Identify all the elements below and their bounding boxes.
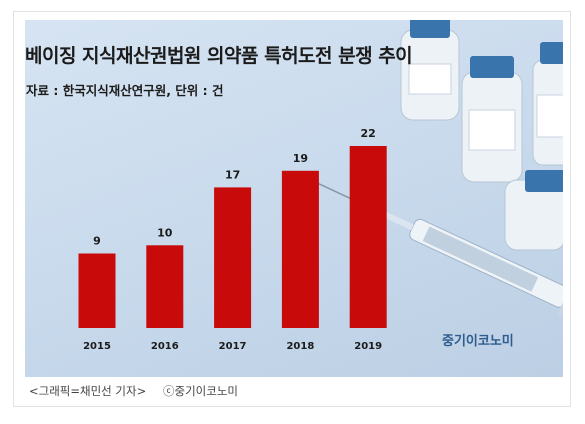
bar-2015 <box>78 253 116 328</box>
data-label-2018: 19 <box>293 152 308 165</box>
vaccine-vial-icon <box>504 170 563 251</box>
x-tick-label-2019: 2019 <box>354 341 382 352</box>
bar-2016 <box>146 245 184 328</box>
x-tick-label-2017: 2017 <box>219 341 247 352</box>
bar-2018 <box>281 170 319 328</box>
data-label-2015: 9 <box>93 235 101 248</box>
data-label-2019: 22 <box>361 127 376 140</box>
brand-logo-text: 중기이코노미 <box>442 334 514 349</box>
bar-2017 <box>214 187 252 328</box>
copyright-notice: ⓒ중기이코노미 <box>163 384 238 398</box>
x-tick-label-2018: 2018 <box>286 341 314 352</box>
data-label-2017: 17 <box>225 168 240 181</box>
chart-subtitle: 자료 : 한국지식재산연구원, 단위 : 건 <box>26 83 224 98</box>
x-tick-label-2016: 2016 <box>151 341 179 352</box>
vaccine-vial-icon <box>461 56 523 183</box>
chart-title: 베이징 지식재산권법원 의약품 특허도전 분쟁 추이 <box>25 45 413 67</box>
graphic-credit: <그래픽=채민선 기자> <box>29 384 147 398</box>
data-label-2016: 10 <box>157 226 173 239</box>
bar-2019 <box>349 146 387 328</box>
vaccine-vial-icon <box>532 42 563 166</box>
x-tick-label-2015: 2015 <box>83 341 111 352</box>
vaccine-vial-icon <box>400 20 460 121</box>
